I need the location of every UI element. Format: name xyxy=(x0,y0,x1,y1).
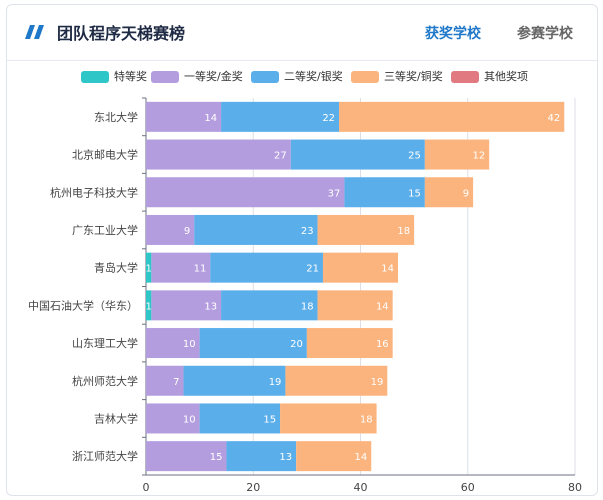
bar-segment xyxy=(151,290,222,321)
bar-segment xyxy=(221,290,318,321)
bar-segment xyxy=(146,139,291,170)
bar-data-label: 20 xyxy=(290,339,303,350)
card-header: 团队程序天梯赛榜 获奖学校 参赛学校 xyxy=(7,5,597,61)
bar-segment xyxy=(146,214,195,245)
legend-swatch-other xyxy=(451,71,479,83)
bar-segment xyxy=(210,252,323,283)
bar-segment xyxy=(226,441,297,472)
bar-data-label: 25 xyxy=(408,151,421,162)
bar-data-label: 15 xyxy=(263,414,276,425)
bar-data-label: 22 xyxy=(322,113,335,124)
bar-segment xyxy=(317,290,393,321)
legend-swatch-first xyxy=(151,71,179,83)
bar-segment xyxy=(146,252,152,283)
bar-segment xyxy=(146,441,227,472)
bar-data-label: 18 xyxy=(397,226,410,237)
bar-segment xyxy=(221,101,340,132)
bar-data-label: 14 xyxy=(204,113,217,124)
bar-data-label: 27 xyxy=(274,151,287,162)
x-tick-label: 40 xyxy=(354,481,368,494)
bar-segment xyxy=(306,328,393,359)
bar-data-label: 21 xyxy=(306,264,319,275)
bar-segment xyxy=(285,365,388,396)
x-tick-label: 0 xyxy=(143,481,150,494)
bar-data-label: 9 xyxy=(463,188,469,199)
bar-segment xyxy=(199,328,307,359)
y-category-label: 吉林大学 xyxy=(94,411,138,425)
legend-label-special: 特等奖 xyxy=(114,70,147,83)
bar-segment xyxy=(290,139,425,170)
y-category-label: 广东工业大学 xyxy=(72,223,138,237)
bar-data-label: 7 xyxy=(173,377,179,388)
bar-data-label: 16 xyxy=(376,339,389,350)
bar-data-label: 14 xyxy=(354,452,367,463)
bar-data-label: 9 xyxy=(184,226,190,237)
legend-swatch-third xyxy=(351,71,379,83)
y-category-label: 北京邮电大学 xyxy=(72,148,138,162)
bar-segment xyxy=(146,328,200,359)
legend-label-other: 其他奖项 xyxy=(484,70,528,83)
bar-segment xyxy=(296,441,372,472)
bar-data-label: 42 xyxy=(548,113,561,124)
bar-data-label: 18 xyxy=(360,414,373,425)
bar-segment xyxy=(199,403,281,434)
legend-swatch-special xyxy=(81,71,109,83)
ranking-card: 团队程序天梯赛榜 获奖学校 参赛学校 特等奖 一等奖/金奖 二等奖/银奖 三等奖… xyxy=(6,4,598,496)
bar-data-label: 13 xyxy=(279,452,292,463)
bar-segment xyxy=(146,177,345,208)
bar-data-label: 13 xyxy=(204,301,217,312)
bar-data-label: 19 xyxy=(269,377,282,388)
legend-label-second: 二等奖/银奖 xyxy=(284,70,343,83)
page-title: 团队程序天梯赛榜 xyxy=(57,24,186,43)
bar-segment xyxy=(146,403,200,434)
y-category-label: 青岛大学 xyxy=(94,261,138,275)
bar-segment xyxy=(146,290,152,321)
x-tick-label: 20 xyxy=(246,481,260,494)
bar-segment xyxy=(183,365,286,396)
double-slash-icon xyxy=(25,25,44,39)
bar-data-label: 15 xyxy=(210,452,223,463)
bar-segment xyxy=(151,252,211,283)
y-category-label: 杭州师范大学 xyxy=(72,374,138,388)
stacked-bar-chart: 0 20 40 60 80 东北大学 14 22 42 北京邮电大学 27 25 12 杭州电子科技大学 3… xyxy=(28,97,582,494)
tab-award-schools[interactable]: 获奖学校 xyxy=(425,26,481,42)
y-category-label: 山东理工大学 xyxy=(72,336,138,350)
bar-data-label: 1 xyxy=(145,264,151,275)
bar-segment xyxy=(424,139,490,170)
legend-label-third: 三等奖/铜奖 xyxy=(384,70,443,83)
bar-segment xyxy=(280,403,377,434)
legend-swatch-second xyxy=(251,71,279,83)
bar-data-label: 19 xyxy=(371,377,384,388)
bar-segment xyxy=(339,101,565,132)
bar-data-label: 1 xyxy=(145,301,151,312)
bar-data-label: 18 xyxy=(301,301,314,312)
bar-segment xyxy=(322,252,399,283)
bar-segment xyxy=(146,101,222,132)
bar-data-label: 12 xyxy=(472,151,485,162)
x-tick-label: 80 xyxy=(568,481,582,494)
x-tick-label: 60 xyxy=(461,481,475,494)
bar-segment xyxy=(146,365,184,396)
bar-data-label: 14 xyxy=(376,301,389,312)
legend-label-first: 一等奖/金奖 xyxy=(184,70,243,83)
bar-segment xyxy=(344,177,425,208)
tab-participating-schools[interactable]: 参赛学校 xyxy=(517,26,573,42)
bar-segment xyxy=(424,177,474,208)
bar-data-label: 14 xyxy=(381,264,394,275)
bar-data-label: 10 xyxy=(183,414,196,425)
y-category-label: 中国石油大学（华东） xyxy=(28,298,138,312)
bar-data-label: 15 xyxy=(408,188,421,199)
y-category-label: 杭州电子科技大学 xyxy=(50,185,138,199)
bar-data-label: 11 xyxy=(194,264,207,275)
chart-legend: 特等奖 一等奖/金奖 二等奖/银奖 三等奖/铜奖 其他奖项 xyxy=(7,69,597,89)
bar-segment xyxy=(194,214,318,245)
bar-data-label: 37 xyxy=(328,188,341,199)
bar-data-label: 23 xyxy=(301,226,314,237)
bar-segment xyxy=(317,214,415,245)
bar-data-label: 10 xyxy=(183,339,196,350)
y-category-label: 浙江师范大学 xyxy=(72,449,138,463)
y-category-label: 东北大学 xyxy=(94,110,138,124)
